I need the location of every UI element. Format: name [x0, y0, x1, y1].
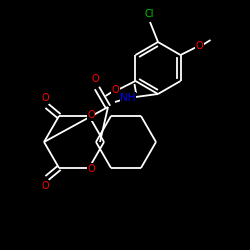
Text: O: O — [112, 85, 119, 95]
Text: Cl: Cl — [144, 9, 154, 19]
Text: NH: NH — [120, 93, 136, 103]
Text: O: O — [87, 110, 95, 120]
Text: O: O — [87, 164, 95, 174]
Text: O: O — [41, 93, 49, 103]
Text: O: O — [196, 41, 203, 51]
Text: O: O — [91, 74, 99, 84]
Text: O: O — [41, 181, 49, 191]
